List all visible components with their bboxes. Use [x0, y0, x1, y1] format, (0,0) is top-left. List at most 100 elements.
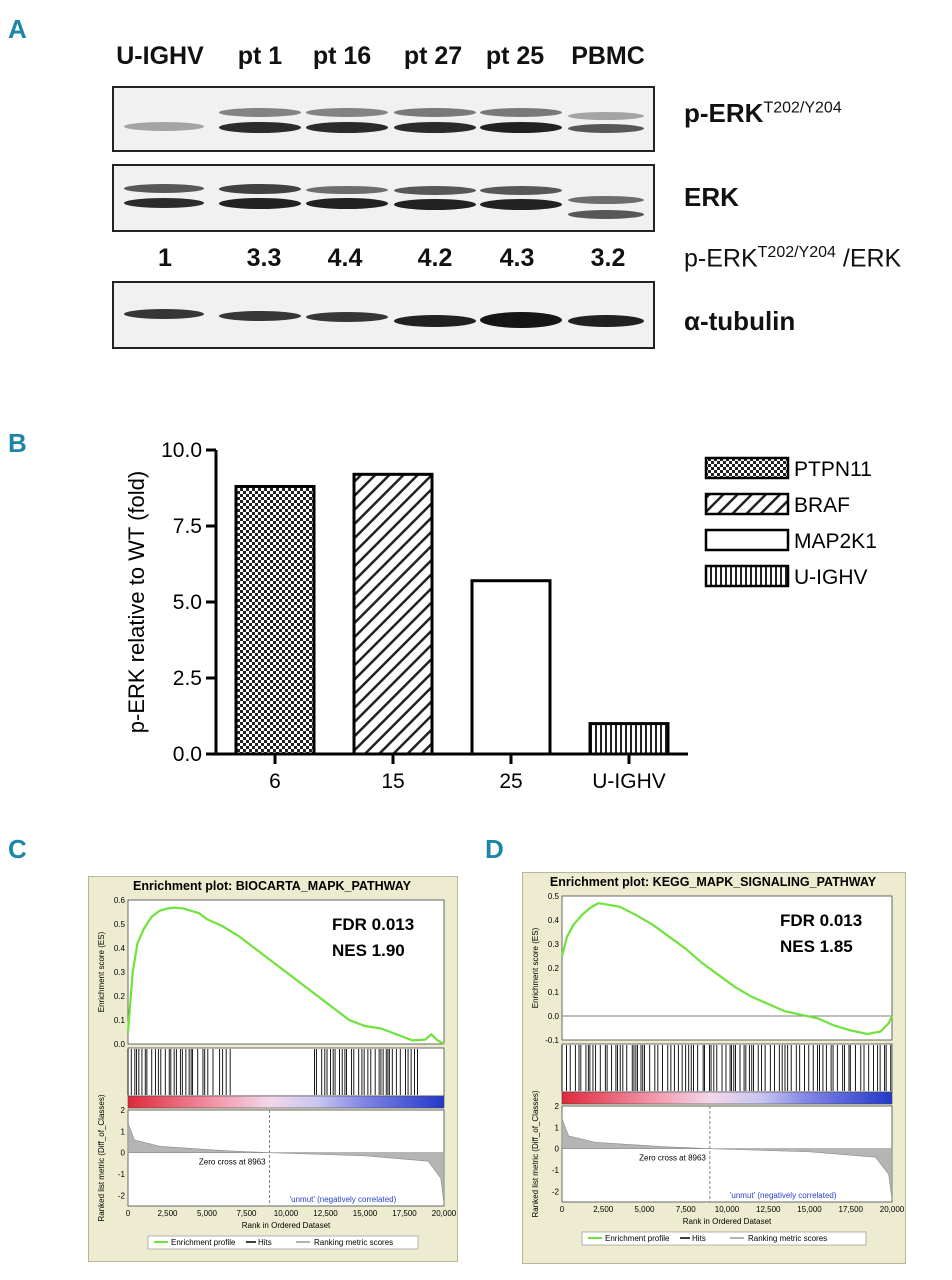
- legend-label: MAP2K1: [794, 530, 877, 553]
- bar-15: [352, 472, 434, 756]
- y-tick-label: 0.0: [173, 743, 202, 766]
- ranked-tick-label: 1: [121, 1127, 126, 1136]
- es-tick-label: 0.2: [548, 964, 560, 973]
- negative-correlation-label: 'unmut' (negatively correlated): [730, 1191, 837, 1200]
- x-tick-label: 5,000: [634, 1205, 655, 1214]
- enrichment-profile-line: [560, 902, 893, 1036]
- x-tick-label: 12,500: [313, 1209, 338, 1218]
- legend-profile-label: Enrichment profile: [605, 1234, 670, 1243]
- erk-label: ERK: [684, 182, 739, 212]
- ranked-tick-label: 2: [555, 1102, 560, 1111]
- es-tick-label: 0.5: [548, 892, 560, 901]
- ratio-value: 1: [158, 244, 172, 272]
- zero-cross-label: Zero cross at 8963: [199, 1158, 266, 1167]
- lane-label: pt 16: [312, 42, 372, 70]
- lane-label: pt 1: [237, 42, 283, 70]
- x-tick-label: 10,000: [274, 1209, 299, 1218]
- ranked-tick-label: 1: [555, 1123, 560, 1132]
- es-axis-title: Enrichment score (ES): [97, 931, 106, 1012]
- y-tick-label: 5.0: [173, 591, 202, 614]
- x-tick-label: 15,000: [353, 1209, 378, 1218]
- es-tick-label: 0.6: [114, 896, 126, 905]
- ranked-tick-label: -2: [552, 1187, 560, 1196]
- perk-blot-image: [112, 86, 655, 152]
- ratio-value: 4.3: [499, 244, 535, 272]
- tubulin-blot-image: [112, 281, 655, 349]
- legend-ranking-label: Ranking metric scores: [314, 1238, 393, 1247]
- legend-hits-label: Hits: [258, 1238, 272, 1247]
- x-tick-label: 20,000: [880, 1205, 905, 1214]
- gsea-legend-box: [581, 1231, 867, 1246]
- ranked-tick-label: 0: [121, 1149, 126, 1158]
- ranked-tick-label: -1: [552, 1166, 560, 1175]
- gsea-plot-biocarta: Enrichment plot: BIOCARTA_MAPK_PATHWAY 0.…: [97, 879, 457, 1250]
- gsea-legend-box: [147, 1235, 419, 1250]
- x-tick-label: 2,500: [157, 1209, 178, 1218]
- bar-6: [234, 484, 316, 756]
- zero-cross-label: Zero cross at 8963: [639, 1154, 706, 1163]
- tubulin-label: α-tubulin: [684, 306, 796, 336]
- x-axis-title: Rank in Ordered Dataset: [242, 1221, 331, 1230]
- es-tick-label: 0.0: [548, 1012, 560, 1021]
- ranked-tick-label: 2: [121, 1106, 126, 1115]
- legend-ranking-label: Ranking metric scores: [748, 1234, 827, 1243]
- perk-label: p-ERKT202/Y204: [684, 98, 842, 128]
- es-tick-label: 0.3: [114, 968, 126, 977]
- legend-label: BRAF: [794, 494, 850, 517]
- x-tick-label: 10,000: [715, 1205, 740, 1214]
- lane-label: PBMC: [571, 42, 645, 70]
- lane-label: pt 27: [403, 42, 463, 70]
- x-tick-label: U-IGHV: [592, 770, 666, 793]
- legend-label: U-IGHV: [794, 566, 868, 589]
- y-tick-label: 2.5: [173, 667, 202, 690]
- es-tick-label: 0.1: [114, 1016, 126, 1025]
- ranked-tick-label: -2: [118, 1191, 126, 1200]
- x-tick-label: 25: [499, 770, 522, 793]
- x-tick-label: 7,500: [676, 1205, 697, 1214]
- enrichment-profile-line: [126, 906, 445, 1045]
- ratio-value: 3.2: [590, 244, 626, 272]
- es-tick-label: -0.1: [545, 1036, 559, 1045]
- panel-label-c: C: [8, 834, 27, 864]
- x-tick-label: 20,000: [432, 1209, 457, 1218]
- es-tick-label: 0.4: [548, 916, 560, 925]
- x-tick-label: 7,500: [236, 1209, 257, 1218]
- legend-swatch-map2k1: [704, 528, 790, 552]
- bar-U-IGHV: [588, 722, 670, 756]
- legend-swatch-braf: [704, 492, 790, 516]
- legend-swatch-ptpn11: [704, 456, 790, 480]
- es-axis-title: Enrichment score (ES): [531, 927, 540, 1008]
- x-tick-label: 0: [126, 1209, 131, 1218]
- ranking-metric-area: [127, 1122, 445, 1204]
- es-tick-label: 0.4: [114, 944, 126, 953]
- ratio-value: 4.2: [417, 244, 453, 272]
- correlation-color-bar: [127, 1095, 445, 1109]
- x-axis-title: Rank in Ordered Dataset: [683, 1217, 772, 1226]
- y-tick-label: 7.5: [173, 515, 202, 538]
- x-tick-label: 0: [560, 1205, 565, 1214]
- y-axis-title: p-ERK relative to WT (fold): [124, 471, 149, 733]
- ratio-value: 4.4: [327, 244, 363, 272]
- es-tick-label: 0.1: [548, 988, 560, 997]
- x-tick-label: 15: [381, 770, 404, 793]
- es-tick-label: 0.2: [114, 992, 126, 1001]
- x-tick-label: 15,000: [797, 1205, 822, 1214]
- fdr-label: FDR 0.013: [780, 911, 862, 930]
- ratio-value: 3.3: [246, 244, 282, 272]
- y-tick-label: 10.0: [161, 439, 202, 462]
- x-tick-label: 17,500: [392, 1209, 417, 1218]
- x-tick-label: 2,500: [593, 1205, 614, 1214]
- legend-swatch-u-ighv: [704, 564, 790, 588]
- ranking-metric-area: [561, 1118, 893, 1200]
- bar-25: [470, 579, 552, 756]
- gsea-title: Enrichment plot: BIOCARTA_MAPK_PATHWAY: [133, 879, 412, 893]
- gsea-title: Enrichment plot: KEGG_MAPK_SIGNALING_PAT…: [550, 875, 877, 889]
- gsea-plot-kegg: Enrichment plot: KEGG_MAPK_SIGNALING_PAT…: [531, 875, 905, 1246]
- bar-chart: 0.0 2.5 5.0 7.5 10.0 p-ERK relative to WT (fo…: [124, 439, 877, 793]
- panel-label-b: B: [8, 428, 27, 458]
- es-tick-label: 0.5: [114, 920, 126, 929]
- fdr-label: FDR 0.013: [332, 915, 414, 934]
- ranked-tick-label: -1: [118, 1170, 126, 1179]
- ranked-axis-title: Ranked list metric (Diff_of_Classes): [97, 1094, 106, 1221]
- x-tick-label: 6: [269, 770, 281, 793]
